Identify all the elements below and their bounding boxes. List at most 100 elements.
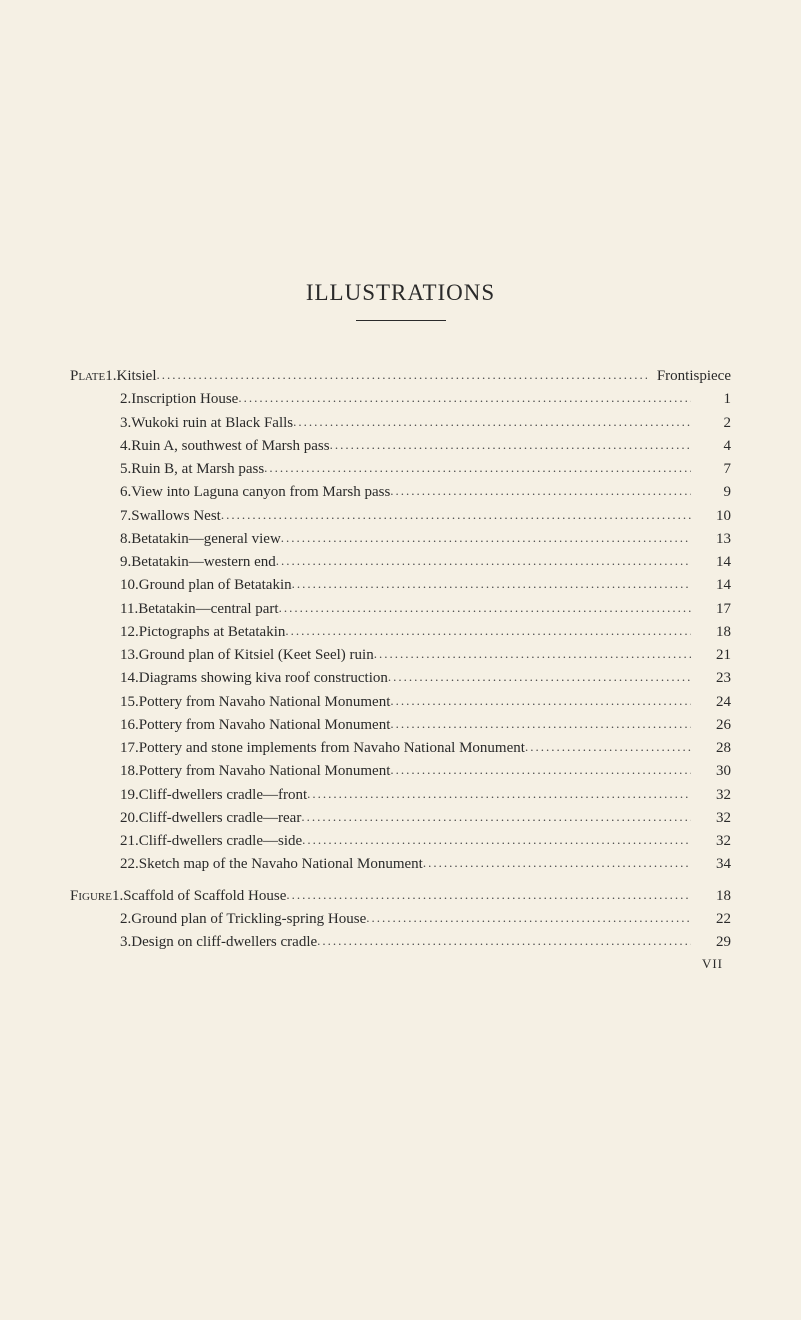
entry-page-number: 26 xyxy=(691,714,731,737)
entry-number: 11. xyxy=(120,598,138,621)
leader-dots xyxy=(301,807,691,827)
entry-number: 2. xyxy=(120,908,131,931)
toc-entry: 5. Ruin B, at Marsh pass 7 xyxy=(70,458,731,481)
leader-dots xyxy=(390,691,691,711)
section-label: Figure xyxy=(70,885,112,908)
entry-text: Pottery and stone implements from Navaho… xyxy=(139,737,525,760)
toc-entry: 18. Pottery from Navaho National Monumen… xyxy=(70,760,731,783)
entry-number: 3. xyxy=(120,412,131,435)
entry-page-number: Frontispiece xyxy=(647,365,731,388)
toc-entry: 3. Design on cliff-dwellers cradle29 xyxy=(70,931,731,954)
entry-text: Ground plan of Kitsiel (Keet Seel) ruin xyxy=(139,644,374,667)
entry-text: Wukoki ruin at Black Falls xyxy=(131,412,293,435)
entry-page-number: 7 xyxy=(691,458,731,481)
entry-page-number: 9 xyxy=(691,481,731,504)
entry-text: Pottery from Navaho National Monument xyxy=(139,760,391,783)
toc-entry: 15. Pottery from Navaho National Monumen… xyxy=(70,691,731,714)
toc-entry: 10. Ground plan of Betatakin14 xyxy=(70,574,731,597)
entry-text: Cliff-dwellers cradle—rear xyxy=(139,807,302,830)
entry-page-number: 32 xyxy=(691,784,731,807)
entry-page-number: 18 xyxy=(691,885,731,908)
toc-entry: 20. Cliff-dwellers cradle—rear32 xyxy=(70,807,731,830)
toc-entry: 16. Pottery from Navaho National Monumen… xyxy=(70,714,731,737)
leader-dots xyxy=(390,481,691,501)
entries-list: Plate 1. KitsielFrontispiece2. Inscripti… xyxy=(70,365,731,954)
entry-page-number: 30 xyxy=(691,760,731,783)
entry-text: Ruin B, at Marsh pass xyxy=(131,458,264,481)
leader-dots xyxy=(292,574,691,594)
entry-number: 5. xyxy=(120,458,131,481)
entry-number: 18. xyxy=(120,760,139,783)
entry-number: 17. xyxy=(120,737,139,760)
entry-text: Pottery from Navaho National Monument xyxy=(139,714,391,737)
entry-number: 19. xyxy=(120,784,139,807)
entry-text: Betatakin—central part xyxy=(138,598,278,621)
entry-number: 8. xyxy=(120,528,131,551)
entry-text: Scaffold of Scaffold House xyxy=(123,885,286,908)
toc-entry: 22. Sketch map of the Navaho National Mo… xyxy=(70,853,731,876)
entry-page-number: 17 xyxy=(691,598,731,621)
leader-dots xyxy=(388,667,691,687)
entry-text: Swallows Nest xyxy=(131,505,221,528)
leader-dots xyxy=(366,908,691,928)
entry-page-number: 23 xyxy=(691,667,731,690)
entry-number: 1. xyxy=(112,885,123,908)
toc-entry: 8. Betatakin—general view13 xyxy=(70,528,731,551)
entry-text: Pottery from Navaho National Monument xyxy=(139,691,391,714)
toc-entry: 3. Wukoki ruin at Black Falls2 xyxy=(70,412,731,435)
entry-text: Cliff-dwellers cradle—side xyxy=(139,830,302,853)
toc-entry: 14. Diagrams showing kiva roof construct… xyxy=(70,667,731,690)
page-number-footer: VII xyxy=(70,956,731,972)
toc-entry: 19. Cliff-dwellers cradle—front 32 xyxy=(70,784,731,807)
entry-page-number: 34 xyxy=(691,853,731,876)
entry-number: 7. xyxy=(120,505,131,528)
entry-number: 16. xyxy=(120,714,139,737)
toc-entry: 2. Ground plan of Trickling-spring House… xyxy=(70,908,731,931)
leader-dots xyxy=(525,737,691,757)
toc-entry: 9. Betatakin—western end14 xyxy=(70,551,731,574)
toc-entry: 11. Betatakin—central part 17 xyxy=(70,598,731,621)
leader-dots xyxy=(390,760,691,780)
leader-dots xyxy=(276,551,691,571)
entry-page-number: 14 xyxy=(691,574,731,597)
entry-number: 10. xyxy=(120,574,139,597)
toc-entry: Plate 1. KitsielFrontispiece xyxy=(70,365,731,388)
entry-text: View into Laguna canyon from Marsh pass xyxy=(131,481,390,504)
entry-number: 6. xyxy=(120,481,131,504)
entry-text: Inscription House xyxy=(131,388,238,411)
toc-entry: 17. Pottery and stone implements from Na… xyxy=(70,737,731,760)
entry-number: 2. xyxy=(120,388,131,411)
toc-entry: 7. Swallows Nest10 xyxy=(70,505,731,528)
entry-page-number: 29 xyxy=(691,931,731,954)
entry-page-number: 1 xyxy=(691,388,731,411)
toc-entry: 6. View into Laguna canyon from Marsh pa… xyxy=(70,481,731,504)
leader-dots xyxy=(374,644,691,664)
leader-dots xyxy=(293,412,691,432)
page-title: ILLUSTRATIONS xyxy=(70,280,731,306)
toc-entry: 21. Cliff-dwellers cradle—side32 xyxy=(70,830,731,853)
leader-dots xyxy=(317,931,691,951)
entry-number: 14. xyxy=(120,667,139,690)
entry-text: Cliff-dwellers cradle—front xyxy=(139,784,307,807)
entry-text: Betatakin—western end xyxy=(131,551,276,574)
entry-page-number: 32 xyxy=(691,830,731,853)
leader-dots xyxy=(238,388,691,408)
title-underline xyxy=(356,320,446,321)
entry-number: 9. xyxy=(120,551,131,574)
entry-number: 1. xyxy=(105,365,116,388)
toc-entry: Figure 1. Scaffold of Scaffold House 18 xyxy=(70,885,731,908)
leader-dots xyxy=(330,435,691,455)
entry-text: Ground plan of Trickling-spring House xyxy=(131,908,366,931)
leader-dots xyxy=(302,830,691,850)
entry-text: Diagrams showing kiva roof construction xyxy=(139,667,388,690)
leader-dots xyxy=(156,365,646,385)
leader-dots xyxy=(390,714,691,734)
entry-text: Betatakin—general view xyxy=(131,528,281,551)
leader-dots xyxy=(221,505,691,525)
section-gap xyxy=(70,877,731,885)
leader-dots xyxy=(286,885,691,905)
entry-page-number: 4 xyxy=(691,435,731,458)
toc-entry: 13. Ground plan of Kitsiel (Keet Seel) r… xyxy=(70,644,731,667)
entry-text: Pictographs at Betatakin xyxy=(139,621,286,644)
entry-number: 15. xyxy=(120,691,139,714)
